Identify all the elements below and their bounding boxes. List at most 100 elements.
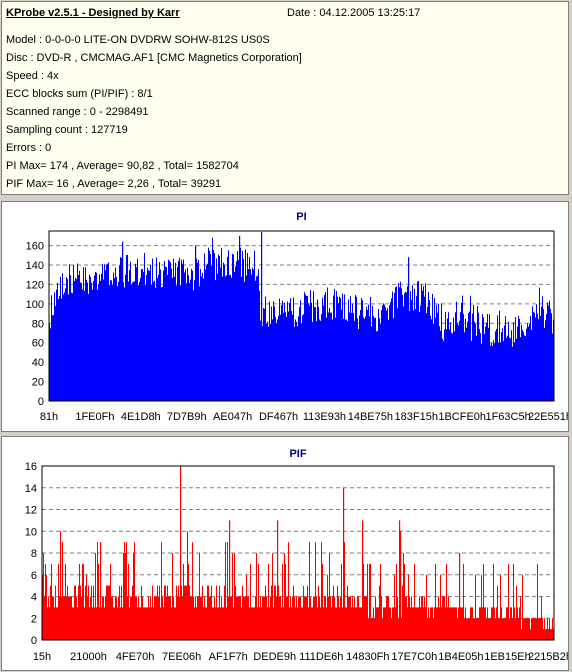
pif-bar (276, 596, 277, 640)
pif-bar (322, 563, 323, 640)
pi-bar (488, 327, 489, 401)
pi-bar (80, 282, 81, 401)
pi-bar (544, 327, 545, 401)
pif-bar (77, 607, 78, 640)
pi-bar (143, 272, 144, 401)
pi-bar (473, 304, 474, 401)
pif-bar (123, 553, 124, 640)
pi-bar (175, 262, 176, 401)
pi-bar (365, 316, 366, 401)
pif-bar (179, 596, 180, 640)
pi-bar (234, 271, 235, 401)
pif-bar (88, 585, 89, 640)
pif-bar (310, 596, 311, 640)
pif-bar (312, 607, 313, 640)
pi-bar (382, 305, 383, 401)
pif-bar (502, 618, 503, 640)
pi-bar (67, 278, 68, 401)
pif-bar (319, 596, 320, 640)
pi-bar (362, 300, 363, 401)
pif-bar (391, 618, 392, 640)
info-pif-stats: PIF Max= 16 , Average= 2,26 , Total= 392… (6, 178, 222, 190)
pi-y-tick-label: 80 (32, 318, 44, 330)
pi-bar (79, 270, 80, 401)
pi-bar (144, 252, 145, 401)
pi-bar (469, 311, 470, 401)
pif-bar (160, 607, 161, 640)
pif-bar (176, 585, 177, 640)
pif-bar (293, 585, 294, 640)
pi-bar (74, 281, 75, 401)
pif-bar (474, 618, 475, 640)
pi-bar (83, 267, 84, 401)
pi-bar (378, 308, 379, 401)
pif-peak (100, 542, 102, 640)
pif-bar (444, 596, 445, 640)
pif-bar (294, 596, 295, 640)
pif-bar (402, 585, 403, 640)
pi-bar (526, 328, 527, 401)
pif-bar (447, 607, 448, 640)
pi-bar (392, 291, 393, 401)
pif-bar (479, 607, 480, 640)
pif-bar (162, 596, 163, 640)
pif-bar (376, 607, 377, 640)
pi-bar (232, 253, 233, 401)
pif-bar (283, 607, 284, 640)
pi-bar (511, 330, 512, 401)
pif-bar (156, 596, 157, 640)
pi-bar (102, 264, 103, 401)
pi-bar (289, 302, 290, 401)
pi-bar (351, 312, 352, 401)
pif-bar (99, 607, 100, 640)
pif-bar (467, 618, 468, 640)
pi-bar (247, 252, 248, 401)
pif-bar (344, 542, 345, 640)
pif-bar (82, 563, 83, 640)
pi-bar (502, 328, 503, 401)
pi-bar (162, 286, 163, 401)
pi-bar (226, 275, 227, 401)
pi-bar (343, 318, 344, 401)
pif-bar (364, 596, 365, 640)
pi-bar (430, 315, 431, 401)
pi-bar (377, 330, 378, 401)
pi-peak (195, 245, 197, 401)
pif-bar (480, 607, 481, 640)
pif-bar (513, 563, 514, 640)
pif-bar (188, 563, 189, 640)
pi-bar (478, 312, 479, 401)
pi-bar (285, 312, 286, 401)
pif-bar (552, 618, 553, 640)
pi-bar (263, 308, 264, 401)
pif-bar (357, 596, 358, 640)
pi-bar (224, 264, 225, 401)
pif-bar (379, 585, 380, 640)
pi-bar (318, 306, 319, 401)
pi-bar (174, 276, 175, 401)
pi-bar (61, 298, 62, 401)
pif-bar (321, 542, 322, 640)
pif-bar (507, 607, 508, 640)
pif-bar (405, 596, 406, 640)
pi-bar (379, 318, 380, 401)
pif-bar (443, 596, 444, 640)
pi-bar (85, 267, 86, 401)
pif-bar (396, 563, 397, 640)
pif-bar (164, 585, 165, 640)
pi-bar (386, 310, 387, 401)
pi-bar (58, 299, 59, 401)
pif-bar (395, 607, 396, 640)
pi-bar (136, 267, 137, 401)
pi-bar (552, 333, 553, 401)
pif-bar (365, 596, 366, 640)
pi-bar (509, 337, 510, 401)
pi-bar (225, 276, 226, 401)
pi-bar (52, 315, 53, 401)
pif-bar (519, 607, 520, 640)
pif-bar (355, 607, 356, 640)
pi-bar (189, 282, 190, 401)
pif-bar (246, 574, 247, 640)
pi-bar (521, 324, 522, 401)
pif-bar (300, 596, 301, 640)
